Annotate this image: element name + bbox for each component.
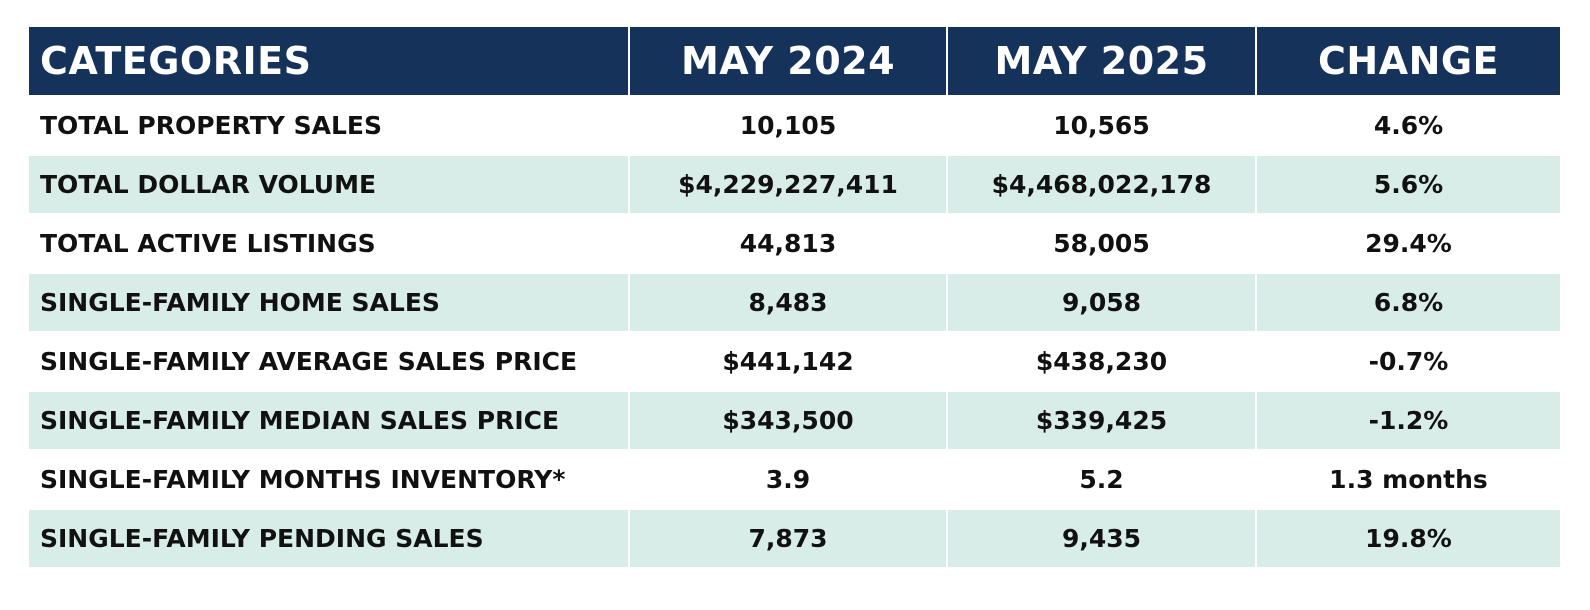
row-category: TOTAL PROPERTY SALES — [29, 95, 630, 155]
row-may-2024-value: 3.9 — [629, 449, 948, 509]
data-table-container: CATEGORIES MAY 2024 MAY 2025 CHANGE TOTA… — [29, 27, 1560, 567]
row-change-value: 1.3 months — [1256, 449, 1560, 509]
row-category: SINGLE-FAMILY HOME SALES — [29, 272, 630, 332]
table-row: TOTAL ACTIVE LISTINGS 44,813 58,005 29.4… — [29, 213, 1560, 273]
row-may-2024-value: 8,483 — [629, 272, 948, 332]
row-change-value: 19.8% — [1256, 508, 1560, 567]
row-category: SINGLE-FAMILY PENDING SALES — [29, 508, 630, 567]
header-may-2025: MAY 2025 — [947, 27, 1257, 96]
row-category: TOTAL ACTIVE LISTINGS — [29, 213, 630, 273]
row-may-2024-value: 7,873 — [629, 508, 948, 567]
row-may-2024-value: $4,229,227,411 — [629, 154, 948, 214]
table-row: SINGLE-FAMILY HOME SALES 8,483 9,058 6.8… — [29, 272, 1560, 332]
table-header: CATEGORIES MAY 2024 MAY 2025 CHANGE — [29, 27, 1560, 96]
row-change-value: -1.2% — [1256, 390, 1560, 450]
header-may-2024: MAY 2024 — [629, 27, 948, 96]
row-category: SINGLE-FAMILY AVERAGE SALES PRICE — [29, 331, 630, 391]
row-may-2024-value: 44,813 — [629, 213, 948, 273]
table-row: SINGLE-FAMILY MONTHS INVENTORY* 3.9 5.2 … — [29, 449, 1560, 509]
row-may-2025-value: 58,005 — [947, 213, 1257, 273]
row-may-2025-value: 5.2 — [947, 449, 1257, 509]
row-change-value: 5.6% — [1256, 154, 1560, 214]
table-row: TOTAL DOLLAR VOLUME $4,229,227,411 $4,46… — [29, 154, 1560, 214]
header-row: CATEGORIES MAY 2024 MAY 2025 CHANGE — [29, 27, 1560, 96]
row-may-2025-value: $438,230 — [947, 331, 1257, 391]
row-may-2025-value: $4,468,022,178 — [947, 154, 1257, 214]
row-category: SINGLE-FAMILY MONTHS INVENTORY* — [29, 449, 630, 509]
row-may-2024-value: $441,142 — [629, 331, 948, 391]
table-row: SINGLE-FAMILY AVERAGE SALES PRICE $441,1… — [29, 331, 1560, 391]
row-category: SINGLE-FAMILY MEDIAN SALES PRICE — [29, 390, 630, 450]
table-row: SINGLE-FAMILY PENDING SALES 7,873 9,435 … — [29, 508, 1560, 567]
row-category: TOTAL DOLLAR VOLUME — [29, 154, 630, 214]
row-may-2025-value: 9,058 — [947, 272, 1257, 332]
row-change-value: -0.7% — [1256, 331, 1560, 391]
header-categories: CATEGORIES — [29, 27, 630, 96]
row-may-2024-value: 10,105 — [629, 95, 948, 155]
table-row: SINGLE-FAMILY MEDIAN SALES PRICE $343,50… — [29, 390, 1560, 450]
row-may-2025-value: $339,425 — [947, 390, 1257, 450]
row-change-value: 4.6% — [1256, 95, 1560, 155]
row-may-2025-value: 10,565 — [947, 95, 1257, 155]
table-body: TOTAL PROPERTY SALES 10,105 10,565 4.6% … — [29, 95, 1560, 567]
row-may-2025-value: 9,435 — [947, 508, 1257, 567]
row-change-value: 6.8% — [1256, 272, 1560, 332]
row-change-value: 29.4% — [1256, 213, 1560, 273]
table-row: TOTAL PROPERTY SALES 10,105 10,565 4.6% — [29, 95, 1560, 155]
row-may-2024-value: $343,500 — [629, 390, 948, 450]
market-stats-table: CATEGORIES MAY 2024 MAY 2025 CHANGE TOTA… — [29, 27, 1560, 567]
header-change: CHANGE — [1256, 27, 1560, 96]
